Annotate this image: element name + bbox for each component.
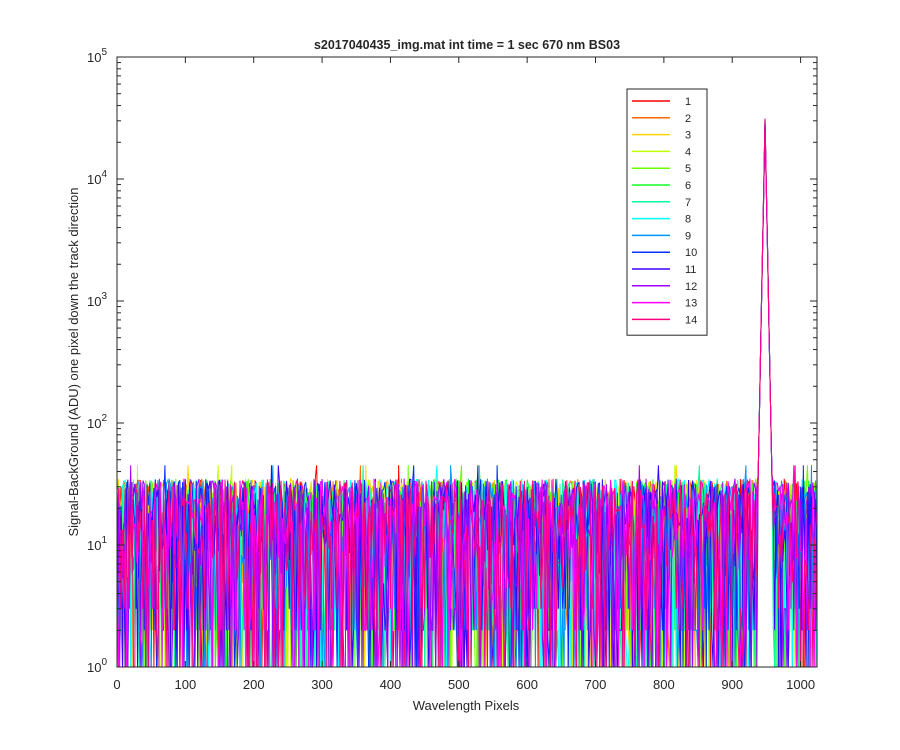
series-line-14 bbox=[117, 118, 817, 667]
y-tick-label: 104 bbox=[87, 169, 107, 187]
x-tick-label: 100 bbox=[175, 677, 197, 692]
series-lines bbox=[117, 118, 817, 667]
legend-label-9: 9 bbox=[685, 230, 691, 242]
legend-label-14: 14 bbox=[685, 314, 697, 326]
legend-label-10: 10 bbox=[685, 247, 697, 259]
legend-label-7: 7 bbox=[685, 197, 691, 209]
legend-label-12: 12 bbox=[685, 281, 697, 293]
legend-label-13: 13 bbox=[685, 298, 697, 310]
x-tick-label: 300 bbox=[311, 677, 333, 692]
x-tick-label: 700 bbox=[585, 677, 607, 692]
chart-title: s2017040435_img.mat int time = 1 sec 670… bbox=[314, 38, 620, 52]
y-axis-label: Signal-BackGround (ADU) one pixel down t… bbox=[66, 187, 81, 536]
y-tick-label: 103 bbox=[87, 291, 107, 309]
x-tick-label: 600 bbox=[516, 677, 538, 692]
legend-label-1: 1 bbox=[685, 96, 691, 108]
y-tick-label: 105 bbox=[87, 47, 107, 65]
legend-label-6: 6 bbox=[685, 180, 691, 192]
axes-box bbox=[116, 56, 818, 668]
legend-label-5: 5 bbox=[685, 163, 691, 175]
x-tick-label: 200 bbox=[243, 677, 265, 692]
x-tick-label: 0 bbox=[113, 677, 120, 692]
legend-label-2: 2 bbox=[685, 113, 691, 125]
legend-label-11: 11 bbox=[685, 264, 696, 276]
legend-box bbox=[626, 88, 708, 336]
y-tick-label: 102 bbox=[87, 413, 107, 431]
y-tick-label: 100 bbox=[87, 657, 107, 675]
x-tick-label: 900 bbox=[721, 677, 743, 692]
legend-label-3: 3 bbox=[685, 130, 691, 142]
x-tick-label: 800 bbox=[653, 677, 675, 692]
x-axis: 0 100 200 300 400 500 600 700 800 900 1000 bbox=[113, 57, 815, 692]
x-tick-label: 500 bbox=[448, 677, 470, 692]
legend-label-4: 4 bbox=[685, 146, 691, 158]
x-tick-label: 1000 bbox=[786, 677, 815, 692]
x-tick-label: 400 bbox=[380, 677, 402, 692]
x-axis-label: Wavelength Pixels bbox=[413, 698, 520, 713]
legend-label-8: 8 bbox=[685, 214, 691, 226]
y-tick-label: 101 bbox=[87, 535, 107, 553]
